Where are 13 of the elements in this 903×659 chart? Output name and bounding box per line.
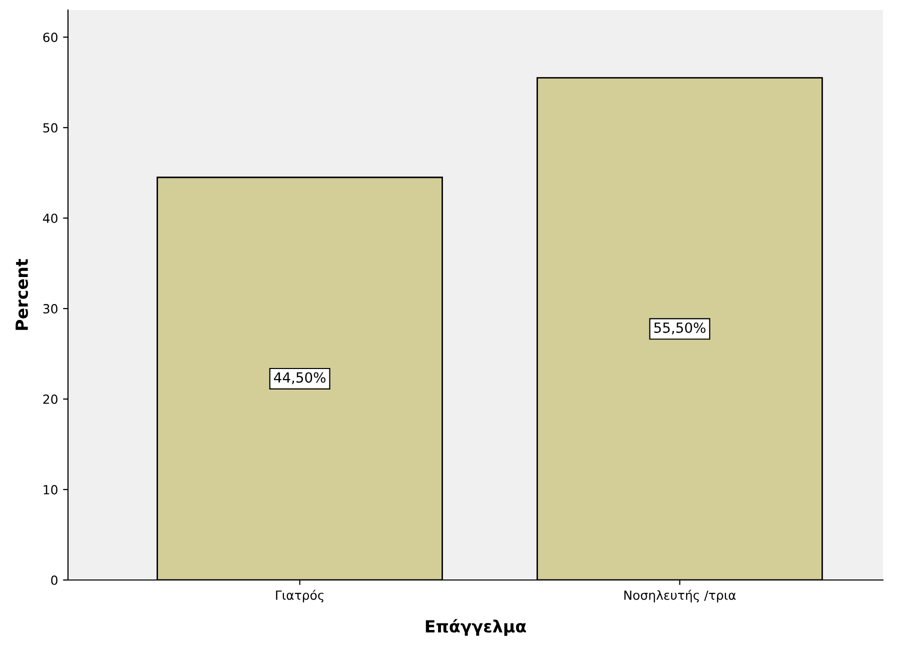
x-tick-label: Γιατρός: [276, 590, 324, 602]
y-tick-label: 40: [42, 214, 58, 224]
x-axis-title: Επάγγελμα: [426, 619, 526, 636]
y-tick-label: 10: [44, 484, 58, 494]
y-tick-label: 60: [43, 32, 58, 42]
x-tick-label: Νοσηλευτής /τρια: [624, 590, 736, 602]
y-axis-title: Percent: [16, 259, 28, 330]
data-label: 55,50%: [654, 322, 706, 334]
y-tick-label: 0: [51, 575, 58, 585]
data-label: 44,50%: [274, 372, 326, 384]
y-tick-label: 30: [43, 304, 58, 314]
y-tick-label: 20: [43, 394, 58, 404]
y-tick-label: 50: [43, 123, 58, 133]
